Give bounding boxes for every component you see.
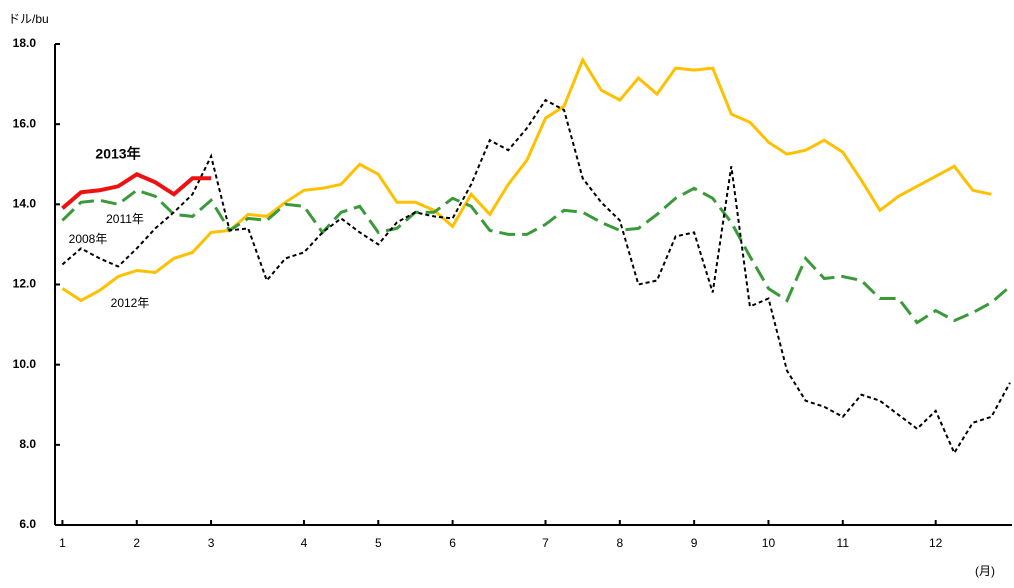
- series-label: 2011年: [106, 212, 144, 226]
- x-tick-label: 4: [301, 536, 308, 550]
- x-tick-label: 12: [929, 536, 943, 550]
- x-tick-label: 7: [542, 536, 549, 550]
- y-tick-label: 8.0: [19, 437, 36, 451]
- series-line: [61, 172, 212, 210]
- y-tick-label: 10.0: [13, 357, 37, 371]
- x-tick-label: 10: [762, 536, 776, 550]
- series-label: 2012年: [111, 296, 150, 310]
- x-unit: (月): [975, 564, 995, 578]
- x-tick-label: 11: [837, 536, 850, 550]
- y-tick-label: 16.0: [13, 116, 37, 130]
- y-unit: ドル/bu: [8, 12, 49, 26]
- series-label: 2008年: [69, 232, 108, 246]
- y-tick-label: 18.0: [13, 36, 37, 50]
- y-tick-label: 12.0: [13, 277, 37, 291]
- x-tick-label: 2: [133, 536, 140, 550]
- x-tick-label: 9: [691, 536, 698, 550]
- series-line: [61, 98, 1011, 456]
- x-tick-label: 5: [375, 536, 382, 550]
- x-tick-label: 1: [59, 536, 66, 550]
- y-tick-label: 6.0: [19, 517, 36, 531]
- x-tick-label: 6: [449, 536, 456, 550]
- x-tick-label: 3: [208, 536, 215, 550]
- x-tick-label: 8: [616, 536, 623, 550]
- series-label: 2013年: [95, 146, 140, 162]
- series-line: [61, 56, 992, 303]
- series-line: [61, 186, 1011, 325]
- y-tick-label: 14.0: [13, 197, 37, 211]
